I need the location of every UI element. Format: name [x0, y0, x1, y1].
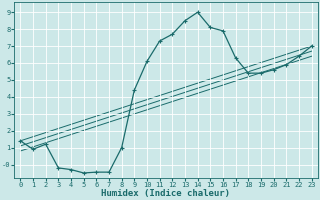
X-axis label: Humidex (Indice chaleur): Humidex (Indice chaleur): [101, 189, 230, 198]
